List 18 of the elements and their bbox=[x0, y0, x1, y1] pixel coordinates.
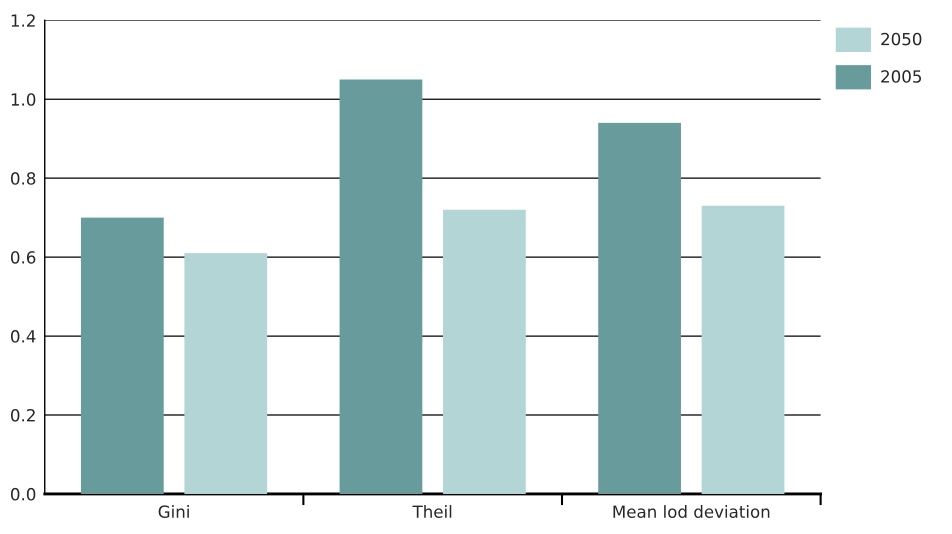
legend-label: 2005 bbox=[881, 70, 922, 83]
bar bbox=[598, 122, 681, 494]
x-tick-label: Gini bbox=[158, 505, 189, 518]
x-tick-label: Mean lod deviation bbox=[614, 505, 770, 518]
bar bbox=[443, 210, 526, 494]
y-tick-label: 0.8 bbox=[11, 172, 36, 185]
y-tick-label: 0.2 bbox=[11, 408, 35, 422]
x-tick-label: Theil bbox=[412, 505, 452, 518]
y-tick-label: 0.0 bbox=[11, 488, 36, 501]
y-tick-label: 0.4 bbox=[11, 330, 36, 343]
bar bbox=[702, 206, 784, 494]
bar bbox=[80, 218, 164, 494]
y-tick-label: 0.6 bbox=[11, 251, 36, 264]
y-tick-label: 1.0 bbox=[12, 93, 36, 106]
bar bbox=[184, 253, 268, 494]
y-tick-label: 1.2 bbox=[12, 14, 35, 27]
bar bbox=[340, 80, 422, 494]
legend-label: 2050 bbox=[881, 32, 922, 46]
